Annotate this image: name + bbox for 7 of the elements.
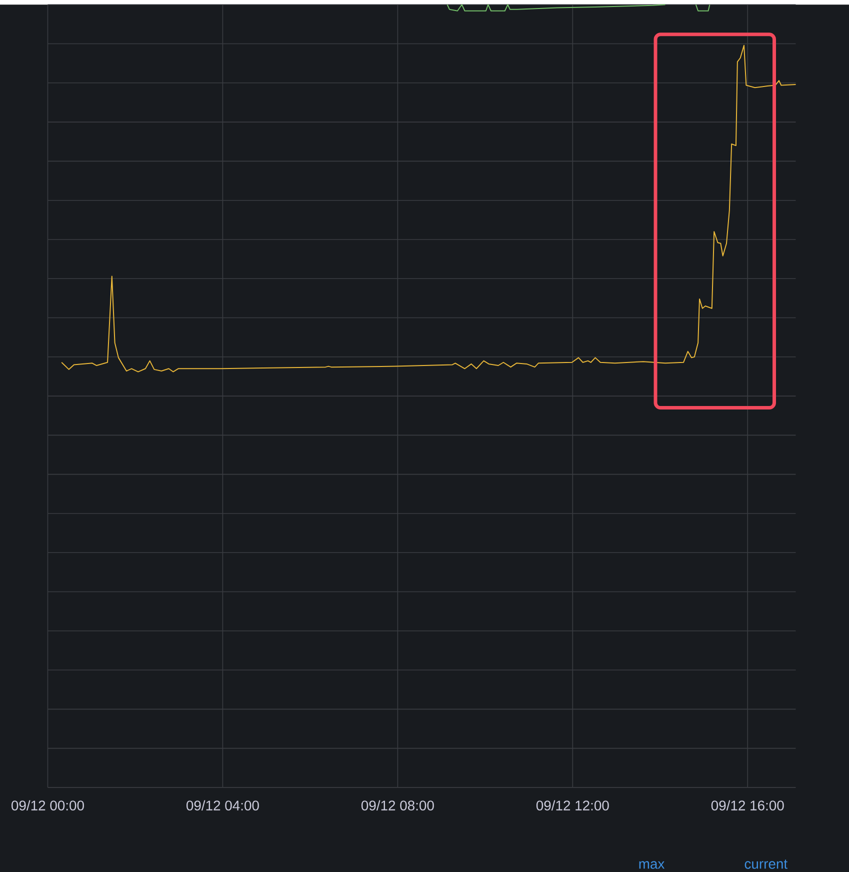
x-tick-label: 09/12 04:00 (186, 800, 259, 810)
x-tick-label: 09/12 12:00 (536, 800, 609, 810)
x-tick-label: 09/12 08:00 (361, 800, 434, 810)
text: max (639, 861, 664, 869)
text: current (744, 860, 788, 869)
x-tick-label: 09/12 16:00 (711, 800, 784, 810)
x-tick-label: 09/12 00:00 (11, 800, 84, 810)
